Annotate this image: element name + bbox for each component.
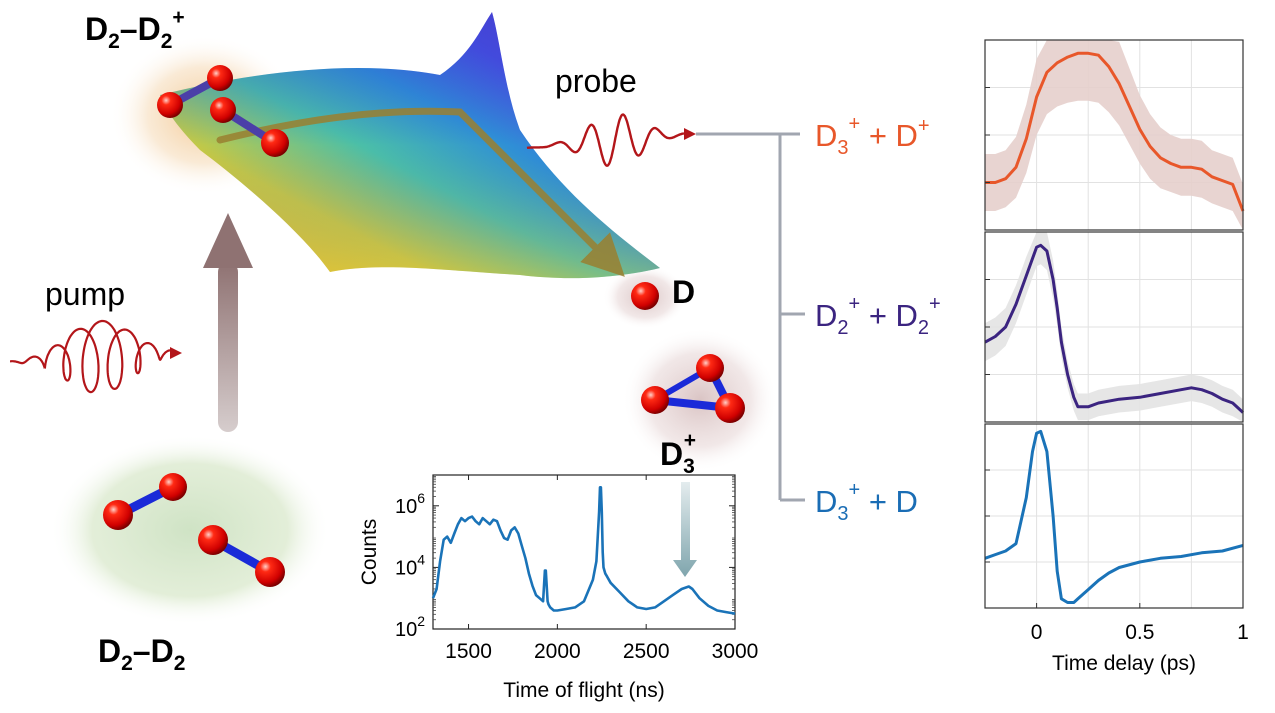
channel-label: D2+ + D2+ xyxy=(815,293,941,339)
atom xyxy=(696,354,724,382)
tof-x-tick-label: 1500 xyxy=(445,640,492,663)
atom xyxy=(261,129,289,157)
time-x-tick-label: 0.5 xyxy=(1125,621,1154,644)
probe-label: probe xyxy=(555,63,637,99)
atom xyxy=(210,97,236,123)
cation-dimer-label: D2–D2+ xyxy=(85,6,185,53)
tof-d3-arrow xyxy=(673,482,697,577)
time-panel xyxy=(984,231,1245,423)
atom xyxy=(715,393,745,423)
tof-y-axis-label: Counts xyxy=(358,519,381,586)
pump-arrow xyxy=(203,213,253,432)
neutral-dimer-glow xyxy=(50,435,330,625)
time-panel xyxy=(984,423,1244,609)
d-atom-label: D xyxy=(672,274,695,310)
channel-label: D3+ + D+ xyxy=(815,113,930,159)
d3-ion-label: D3+ xyxy=(660,429,696,478)
tof-y-tick-label: 102 xyxy=(395,613,425,641)
tof-y-tick-label: 104 xyxy=(395,551,425,579)
tof-x-tick-label: 3000 xyxy=(712,640,759,663)
d3-ion-glow xyxy=(622,328,778,472)
probe-arrowhead xyxy=(684,128,696,140)
time-series-line xyxy=(984,429,1244,604)
time-series-line xyxy=(985,51,1245,212)
neutral-dimer-label: D2–D2 xyxy=(98,633,185,675)
tof-y-tick-label: 106 xyxy=(395,490,425,518)
atom xyxy=(641,386,669,414)
cation-dimer-molecule xyxy=(157,65,289,157)
tof-x-axis-label: Time of flight (ns) xyxy=(503,679,664,702)
tof-chart: 1500 2000 2500 3000 102 104 106 Time of flight … xyxy=(358,474,759,702)
neutral-dimer-molecule xyxy=(103,473,285,587)
time-error-band xyxy=(985,232,1243,422)
time-delay-chart: 0 0.5 1 Time delay (ps) xyxy=(984,39,1249,675)
atom xyxy=(159,473,187,501)
time-error-band xyxy=(985,40,1243,230)
atom xyxy=(207,65,233,91)
time-panel xyxy=(984,39,1245,231)
pump-label: pump xyxy=(45,276,125,312)
pump-arrowhead xyxy=(170,347,182,359)
tof-series-line xyxy=(431,486,736,615)
potential-energy-surface xyxy=(160,12,660,279)
time-x-axis-label: Time delay (ps) xyxy=(1052,652,1196,675)
tof-x-tick-label: 2500 xyxy=(623,640,670,663)
tof-x-tick-label: 2000 xyxy=(534,640,581,663)
atom xyxy=(198,525,228,555)
channel-connector xyxy=(696,132,805,502)
time-x-tick-label: 0 xyxy=(1031,621,1043,644)
channel-label: D3+ + D xyxy=(815,479,918,525)
time-x-tick-label: 1 xyxy=(1237,621,1249,644)
tof-axes-box xyxy=(432,474,736,630)
d-atom xyxy=(631,282,659,310)
probe-pulse xyxy=(526,113,685,167)
atom xyxy=(255,557,285,587)
atom xyxy=(157,92,183,118)
time-series-line xyxy=(984,243,1245,414)
d3-ion-molecule xyxy=(641,354,745,423)
atom xyxy=(103,500,133,530)
pump-pulse xyxy=(10,319,172,394)
